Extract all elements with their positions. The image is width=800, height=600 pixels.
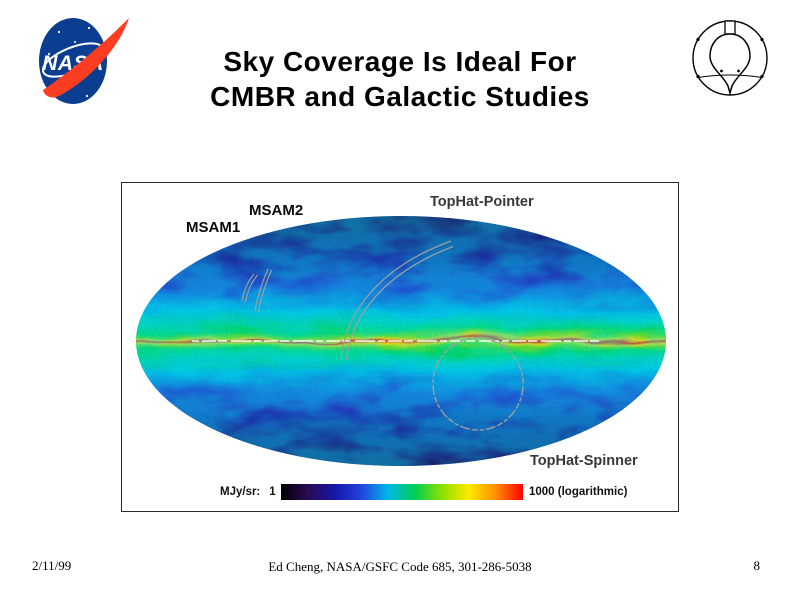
slide-title-line2: CMBR and Galactic Studies: [210, 81, 590, 112]
slide-title-line1: Sky Coverage Is Ideal For: [223, 46, 577, 77]
colorbar-min-label: MJy/sr: 1: [220, 486, 276, 498]
msam-scan-arcs: [241, 268, 273, 313]
label-msam2: MSAM2: [249, 202, 304, 219]
label-tophat-spinner: TopHat-Spinner: [530, 453, 638, 469]
nasa-logo-icon: NASA: [39, 18, 129, 104]
colorbar-min-value: 1: [269, 486, 276, 498]
colorbar-max-label: 1000 (logarithmic): [529, 486, 628, 498]
colorbar-unit: MJy/sr:: [220, 486, 261, 498]
footer-credit: Ed Cheng, NASA/GSFC Code 685, 301-286-50…: [268, 559, 532, 574]
label-tophat-pointer: TopHat-Pointer: [430, 194, 534, 210]
balloon-envelope: [709, 33, 751, 96]
label-msam1: MSAM1: [186, 219, 241, 236]
sky-map-panel: MSAM2 MSAM1 TopHat-Pointer TopHat-Spinne…: [121, 182, 679, 512]
balloon-horizon-line: [697, 74, 763, 79]
tophat-instrument-box: [724, 20, 736, 35]
footer-page-number: 8: [753, 558, 761, 573]
balloon-taper-dot-right: [737, 69, 740, 73]
tophat-pointer-path: [340, 240, 454, 361]
sky-map-image: [136, 216, 666, 466]
sky-oval: [136, 216, 666, 466]
slide-title: Sky Coverage Is Ideal For CMBR and Galac…: [0, 44, 800, 114]
nasa-logo-swoosh: [43, 18, 129, 98]
tophat-spinner-region: [432, 337, 524, 431]
balloon-taper-dot-left: [720, 69, 723, 73]
footer-date: 2/11/99: [32, 558, 72, 573]
colorbar-gradient: [281, 484, 523, 500]
tophat-balloon-icon: [692, 20, 768, 96]
